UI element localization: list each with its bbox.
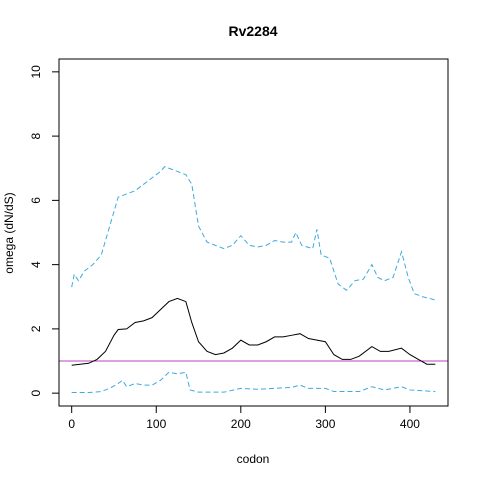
x-tick-label: 0: [68, 417, 75, 431]
y-tick-label: 10: [29, 65, 43, 79]
y-tick-label: 4: [29, 261, 43, 268]
x-tick-label: 400: [400, 417, 420, 431]
plot-frame: [58, 58, 449, 407]
x-tick-label: 100: [146, 417, 166, 431]
x-tick-label: 200: [231, 417, 251, 431]
plot-area: [59, 166, 448, 394]
series-line-1: [71, 166, 436, 301]
y-tick-label: 0: [29, 389, 43, 396]
y-tick-label: 6: [29, 197, 43, 204]
y-tick-label: 8: [29, 132, 43, 139]
series-line-0: [71, 297, 436, 366]
y-tick-label: 2: [29, 325, 43, 332]
x-axis-label: codon: [237, 452, 270, 466]
axes: 0 100 200 300 400 0 2 4 6 8 10: [29, 65, 420, 431]
chart-title: Rv2284: [228, 23, 277, 39]
y-axis-label: omega (dN/dS): [2, 192, 16, 273]
series-line-2: [71, 371, 436, 394]
x-tick-label: 300: [315, 417, 335, 431]
